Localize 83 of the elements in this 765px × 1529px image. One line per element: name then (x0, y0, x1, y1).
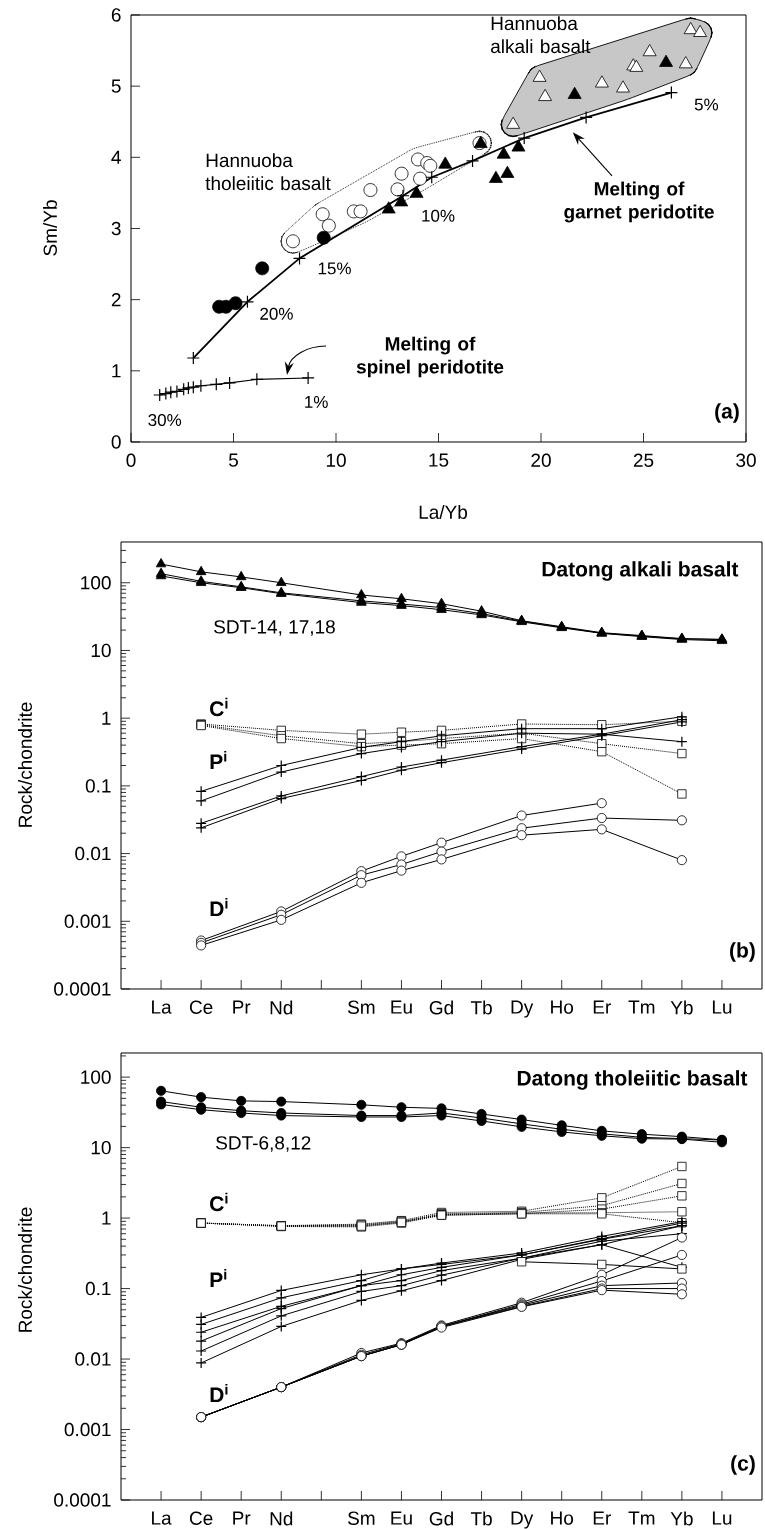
y-tick-label: 100 (81, 576, 111, 590)
x-tick-label: Nd (270, 1000, 293, 1015)
y-axis-title: Rock/chondrite (18, 1207, 32, 1332)
x-tick-label: 30 (736, 453, 756, 467)
x-tick-label: 5 (228, 453, 238, 467)
x-tick-label: Tb (470, 1000, 492, 1015)
x-tick-label: Lu (712, 1511, 732, 1525)
x-tick-label: Ce (189, 1000, 213, 1014)
x-tick-label: Gd (429, 1511, 453, 1526)
annotation: (c) (731, 1455, 755, 1475)
y-tick-label: 1 (112, 364, 121, 378)
annotation: 1% (305, 395, 328, 408)
x-tick-label: La (152, 1000, 172, 1014)
annotation: 20% (260, 307, 293, 320)
x-tick-label: Sm (347, 1511, 375, 1525)
y-tick-label: 1 (102, 1211, 111, 1225)
y-tick-label: 10 (91, 1140, 111, 1155)
y-tick-label: 0.01 (75, 846, 111, 861)
y-axis-title: Sm/Yb (43, 200, 57, 256)
y-tick-label: 4 (111, 150, 121, 164)
annotation: SDT-14, 17,18 (214, 620, 335, 636)
text: Datong tholeiitic basalt (517, 1070, 748, 1090)
annotation: (a) (715, 403, 739, 423)
x-tick-label: Gd (429, 1000, 453, 1015)
x-tick-label: Tm (628, 1511, 655, 1525)
y-tick-label: 1 (102, 711, 111, 725)
x-tick-label: Yb (670, 1000, 693, 1015)
y-tick-label: 0.001 (64, 914, 111, 929)
annotation: 30% (148, 413, 182, 427)
annotation: P$^{i}$ (210, 750, 227, 770)
x-tick-label: Pr (233, 1511, 251, 1525)
y-tick-label: 0.0001 (54, 982, 111, 996)
annotation: Melting of spinel peridotite (356, 336, 504, 378)
annotation: P$^{i}$ (210, 1268, 227, 1288)
annotation: Melting of garnet peridotite (564, 181, 714, 223)
x-tick-label: Eu (391, 1511, 412, 1525)
x-tick-label: 20 (531, 453, 551, 467)
x-tick-label: Ho (551, 1000, 574, 1014)
annotation: D$^{i}$ (210, 897, 228, 917)
y-tick-label: 0.1 (85, 1281, 111, 1296)
y-tick-label: 5 (111, 79, 121, 93)
annotation: C$^{i}$ (210, 1192, 228, 1212)
annotation: 15% (318, 262, 351, 275)
x-axis-title: La/Yb (419, 505, 468, 519)
y-tick-label: 0.1 (85, 779, 111, 793)
y-tick-label: 100 (81, 1070, 111, 1084)
x-tick-label: 0 (126, 453, 136, 467)
annotation: 5% (694, 98, 719, 111)
x-tick-label: 10 (326, 453, 346, 467)
y-axis-title: Rock/chondrite (18, 702, 32, 827)
x-tick-label: Ce (189, 1511, 213, 1525)
annotation: 10% (422, 209, 455, 222)
x-tick-label: Tm (628, 1000, 655, 1014)
y-tick-label: 2 (111, 293, 121, 307)
y-tick-label: 0 (111, 435, 121, 449)
x-tick-label: Tb (470, 1511, 492, 1526)
annotation: (b) (730, 942, 755, 962)
y-tick-label: 0.01 (75, 1352, 111, 1366)
x-tick-label: Eu (391, 1000, 412, 1014)
text: Datong alkali basalt (542, 561, 739, 581)
x-tick-label: Nd (270, 1511, 293, 1526)
x-tick-label: Dy (511, 1000, 534, 1018)
series-label: Hannuoba tholeiitic basalt (205, 153, 331, 191)
x-tick-label: Yb (670, 1511, 693, 1526)
x-tick-label: Lu (712, 1000, 732, 1014)
x-tick-label: Dy (511, 1511, 534, 1529)
annotation: SDT-6,8,12 (216, 1136, 311, 1152)
x-tick-label: Ho (551, 1511, 574, 1525)
series-label: Hannuoba alkali basalt (491, 16, 591, 54)
x-tick-label: La (152, 1511, 172, 1525)
y-tick-label: 10 (91, 643, 111, 658)
y-tick-label: 0.001 (64, 1422, 111, 1437)
y-tick-label: 3 (111, 221, 121, 236)
y-tick-label: 0.0001 (54, 1493, 111, 1507)
x-tick-label: 25 (633, 453, 654, 467)
annotation: D$^{i}$ (210, 1383, 228, 1403)
x-tick-label: 15 (429, 453, 449, 467)
x-tick-label: Er (593, 1511, 611, 1525)
x-tick-label: Er (593, 1000, 611, 1014)
x-tick-label: Sm (347, 1000, 375, 1014)
x-tick-label: Pr (233, 1000, 251, 1014)
annotation: C$^{i}$ (210, 697, 228, 717)
y-tick-label: 6 (111, 8, 121, 22)
